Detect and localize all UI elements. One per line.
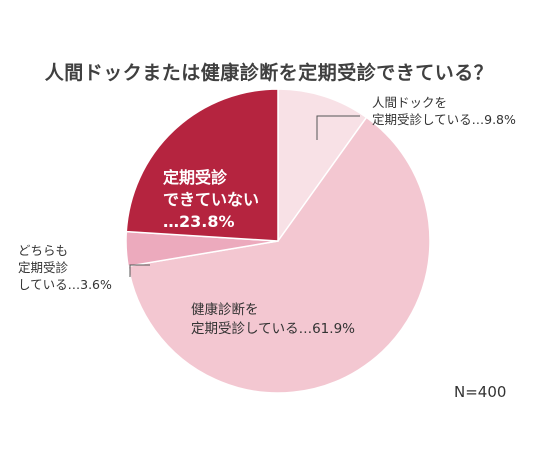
leader-line-both	[129, 264, 150, 277]
slice-label-none: 定期受診 できていない …23.8%	[162, 168, 265, 231]
pie-slice-none	[125, 88, 279, 242]
sample-size-annotation: N=400	[454, 383, 506, 401]
chart-title: 人間ドックまたは健康診断を定期受診できている？	[45, 61, 494, 84]
pie-slices	[125, 88, 431, 394]
leader-line-dock	[316, 115, 360, 140]
slice-label-checkup: 健康診断を 定期受診している…61.9%	[191, 301, 355, 337]
pie-slice-dock	[277, 88, 368, 244]
pie-slice-checkup	[127, 116, 431, 394]
slice-label-both: どちらも 定期受診 している…3.6%	[18, 243, 112, 292]
slice-label-dock: 人間ドックを 定期受診している…9.8%	[372, 95, 516, 127]
